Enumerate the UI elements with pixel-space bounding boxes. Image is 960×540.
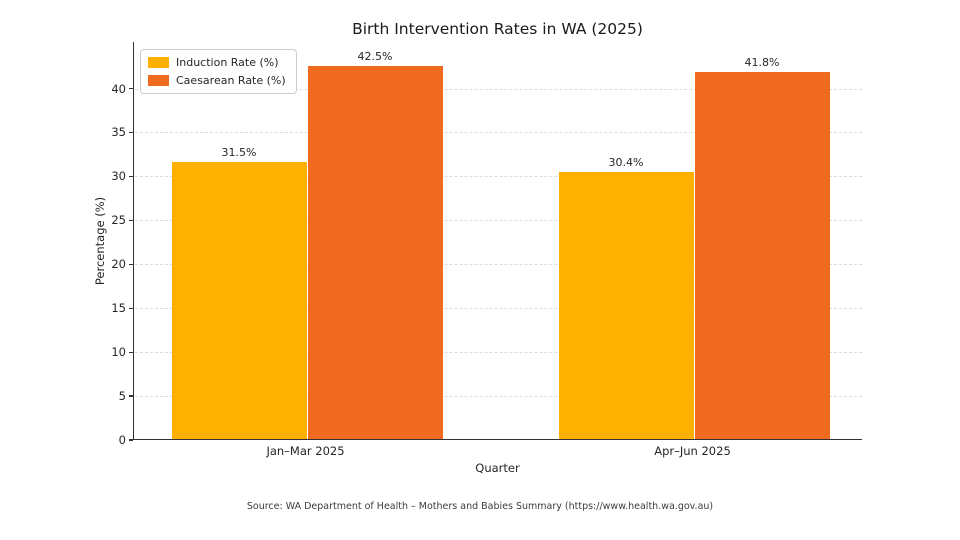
gridline <box>135 88 862 90</box>
bar-caesarean-group1 <box>694 71 830 439</box>
y-tick-label: 20 <box>111 257 126 272</box>
y-tick-mark <box>129 439 133 441</box>
y-tick-label: 10 <box>111 345 126 360</box>
gridline <box>135 176 862 178</box>
x-tick-label: Jan–Mar 2025 <box>266 444 345 458</box>
y-tick-label: 40 <box>111 81 126 96</box>
y-tick-label: 25 <box>111 213 126 228</box>
legend-swatch-icon <box>148 75 169 86</box>
gridline <box>135 220 862 222</box>
gridline <box>135 396 862 398</box>
y-tick-mark <box>129 263 133 265</box>
gridline <box>135 308 862 310</box>
y-tick-mark <box>129 219 133 221</box>
gridline <box>135 264 862 266</box>
legend-item: Induction Rate (%) <box>148 56 286 69</box>
bar-value-label: 42.5% <box>357 49 393 63</box>
y-tick-label: 0 <box>118 433 126 447</box>
legend-swatch-icon <box>148 57 169 68</box>
y-tick-label: 5 <box>118 389 126 404</box>
y-tick-label: 15 <box>111 301 126 316</box>
gridline <box>135 132 862 134</box>
y-tick-label: 35 <box>111 125 126 140</box>
legend-label: Caesarean Rate (%) <box>176 74 286 87</box>
bar-value-label: 31.5% <box>221 146 257 160</box>
y-tick-mark <box>129 175 133 177</box>
chart-title: Birth Intervention Rates in WA (2025) <box>352 20 643 38</box>
y-axis-label: Percentage (%) <box>93 196 107 286</box>
y-tick-label: 30 <box>111 169 126 184</box>
bar-value-label: 30.4% <box>608 155 644 169</box>
x-tick-label: Apr–Jun 2025 <box>654 444 731 458</box>
bar-caesarean-group0 <box>307 65 443 439</box>
y-tick-mark <box>129 395 133 397</box>
y-tick-mark <box>129 307 133 309</box>
y-tick-mark <box>129 131 133 134</box>
y-tick-mark <box>129 351 133 353</box>
legend: Induction Rate (%) Caesarean Rate (%) <box>140 49 297 94</box>
plot-area: 31.5% 42.5% 30.4% 41.8% <box>133 42 862 440</box>
legend-item: Caesarean Rate (%) <box>148 74 286 87</box>
bar-value-label: 41.8% <box>744 55 780 69</box>
legend-label: Induction Rate (%) <box>176 56 279 69</box>
bar-induction-group1 <box>558 171 694 439</box>
y-tick-mark <box>129 87 133 90</box>
source-caption: Source: WA Department of Health – Mother… <box>246 501 714 512</box>
x-axis-label: Quarter <box>475 461 520 475</box>
gridline <box>135 352 862 354</box>
bar-induction-group0 <box>171 162 307 439</box>
